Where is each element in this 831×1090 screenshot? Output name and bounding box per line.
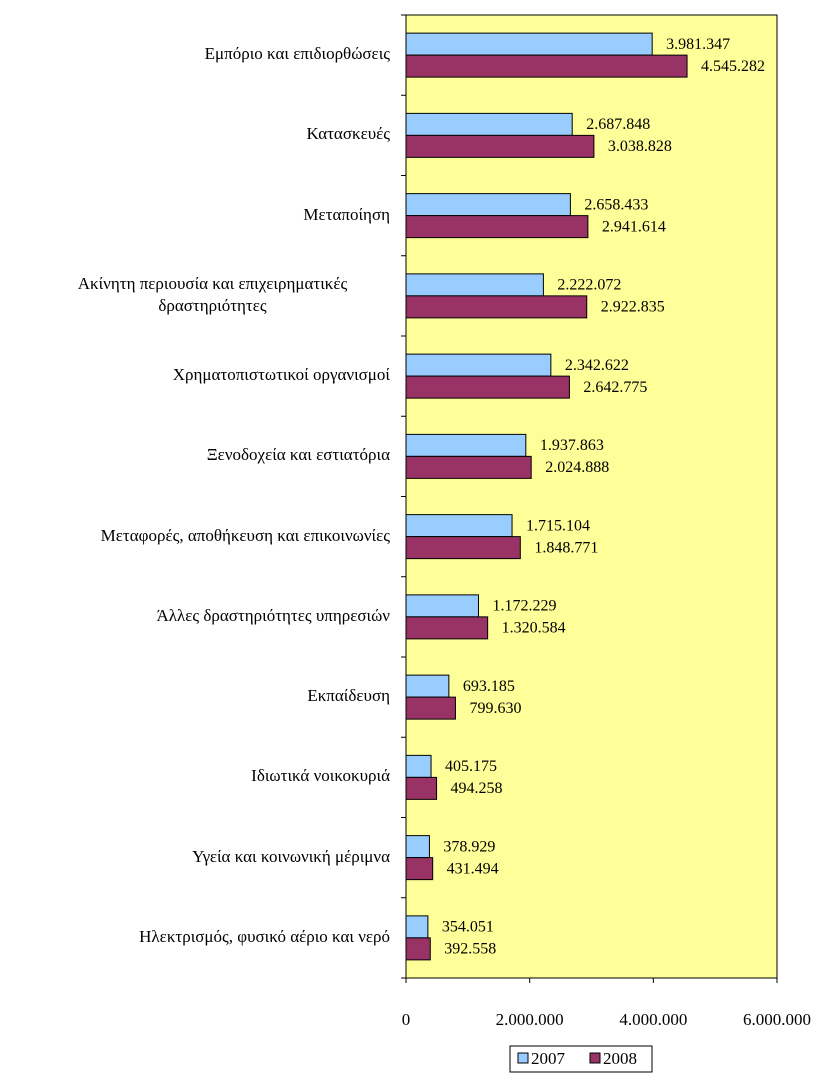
value-label: 405.175 <box>445 758 497 775</box>
x-tick-label: 2.000.000 <box>496 1010 564 1029</box>
category-label: Χρηματοπιστωτικοί οργανισμοί <box>172 365 390 385</box>
category-label: Μεταποίηση <box>303 204 390 224</box>
value-label: 392.558 <box>444 941 496 958</box>
bar <box>405 32 653 56</box>
category-label: Κατασκευές <box>306 124 390 144</box>
value-label: 4.545.282 <box>701 58 765 75</box>
x-tick-label: 0 <box>402 1010 411 1029</box>
bar <box>405 54 688 78</box>
value-label: 2.222.072 <box>557 277 621 294</box>
value-label: 1.715.104 <box>526 517 590 534</box>
value-label: 1.172.229 <box>492 598 556 615</box>
value-label: 354.051 <box>442 919 494 936</box>
value-label: 2.342.622 <box>565 357 629 374</box>
bar <box>405 937 431 961</box>
bar <box>405 857 434 881</box>
value-label: 1.848.771 <box>534 539 598 556</box>
value-label: 2.024.888 <box>545 459 609 476</box>
category-label: Ακίνητη περιουσία και επιχειρηματικές δρ… <box>77 273 348 315</box>
bar <box>405 112 573 136</box>
legend-swatch <box>589 1052 601 1064</box>
value-label: 2.922.835 <box>601 299 665 316</box>
legend-box <box>509 1045 653 1073</box>
category-label: Μεταφορές, αποθήκευση και επικοινωνίες <box>100 525 390 545</box>
plot-area <box>405 14 778 979</box>
category-label: Ξενοδοχεία και εστιατόρια <box>206 445 390 465</box>
category-label: Εκπαίδευση <box>307 686 390 706</box>
bar <box>405 514 513 538</box>
bar <box>405 134 595 158</box>
bar <box>405 273 544 297</box>
category-label: Ηλεκτρισμός, φυσικό αέριο και νερό <box>139 926 390 946</box>
bar <box>405 696 456 720</box>
bar <box>405 433 527 457</box>
value-label: 2.642.775 <box>583 379 647 396</box>
value-label: 693.185 <box>463 678 515 695</box>
value-label: 3.981.347 <box>666 36 730 53</box>
value-label: 799.630 <box>469 700 521 717</box>
bar <box>405 215 589 239</box>
bar <box>405 674 450 698</box>
bar <box>405 295 588 319</box>
value-label: 1.937.863 <box>540 437 604 454</box>
bar <box>405 375 570 399</box>
value-label: 2.658.433 <box>584 196 648 213</box>
bar <box>405 455 532 479</box>
category-label: Υγεία και κοινωνική μέριμνα <box>192 846 390 866</box>
value-label: 431.494 <box>447 860 499 877</box>
bar <box>405 776 438 800</box>
bar <box>405 353 552 377</box>
bar <box>405 754 432 778</box>
value-label: 494.258 <box>451 780 503 797</box>
x-tick-label: 6.000.000 <box>743 1010 811 1029</box>
bar <box>405 616 489 640</box>
category-label: Ιδιωτικά νοικοκυριά <box>251 766 390 786</box>
value-label: 2.941.614 <box>602 218 666 235</box>
bar <box>405 594 479 618</box>
category-label: Άλλες δραστηριότητες υπηρεσιών <box>156 605 390 625</box>
bar <box>405 835 430 859</box>
value-label: 1.320.584 <box>502 620 566 637</box>
legend-swatch <box>517 1052 529 1064</box>
legend-label: 2007 <box>531 1049 566 1068</box>
x-tick-label: 4.000.000 <box>619 1010 687 1029</box>
value-label: 378.929 <box>443 838 495 855</box>
legend-label: 2008 <box>603 1049 637 1068</box>
value-label: 2.687.848 <box>586 116 650 133</box>
bar <box>405 536 521 560</box>
category-label: Εμπόριο και επιδιορθώσεις <box>204 44 390 64</box>
bar <box>405 193 571 217</box>
value-label: 3.038.828 <box>608 138 672 155</box>
bar <box>405 915 429 939</box>
